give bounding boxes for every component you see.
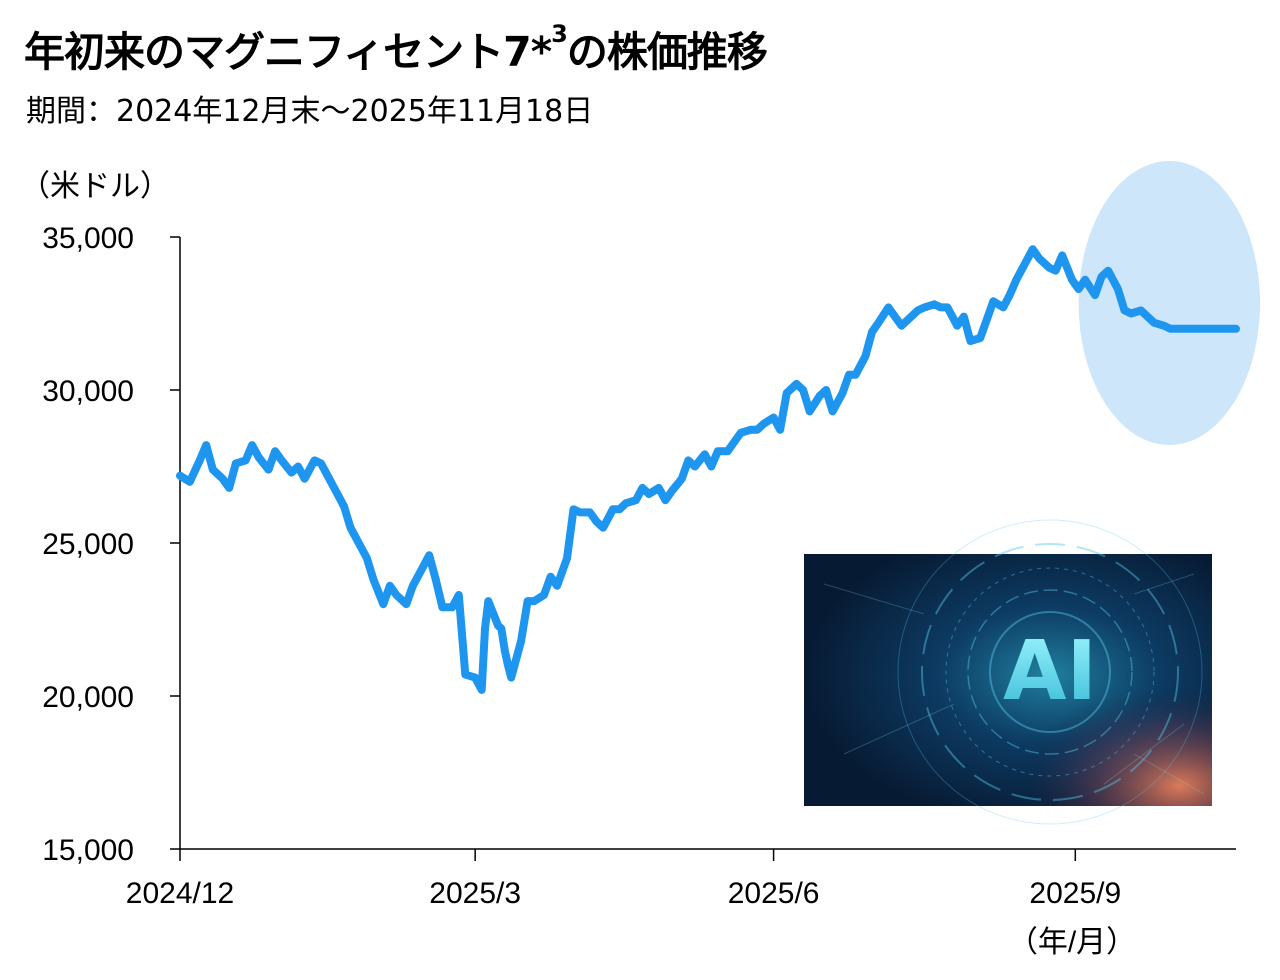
chart-subtitle: 期間：2024年12月末～2025年11月18日 [26, 94, 594, 129]
x-tick-label: 2025/3 [429, 877, 521, 910]
series-line [176, 245, 1240, 694]
y-tick-label: 30,000 [42, 375, 134, 408]
y-tick-label: 20,000 [42, 681, 134, 714]
y-tick-label: 35,000 [42, 222, 134, 255]
ai-circuit-image: AI [804, 519, 1212, 825]
x-tick-label: 2025/6 [728, 877, 820, 910]
chart-title: 年初来のマグニフィセント7*3の株価推移 [24, 18, 768, 78]
x-tick-label: 2025/9 [1029, 877, 1121, 910]
y-tick-label: 25,000 [42, 528, 134, 561]
svg-text:AI: AI [1003, 624, 1097, 719]
y-axis-label: （米ドル） [20, 170, 170, 203]
x-axis-label: （年/月） [1008, 926, 1136, 959]
title-superscript: 3 [551, 20, 568, 48]
highlight-ellipse [1078, 161, 1260, 445]
title-main: 年初来のマグニフィセント7* [24, 28, 552, 76]
x-tick-label: 2024/12 [126, 877, 234, 910]
y-tick-label: 15,000 [42, 834, 134, 867]
title-tail: の株価推移 [566, 28, 768, 76]
